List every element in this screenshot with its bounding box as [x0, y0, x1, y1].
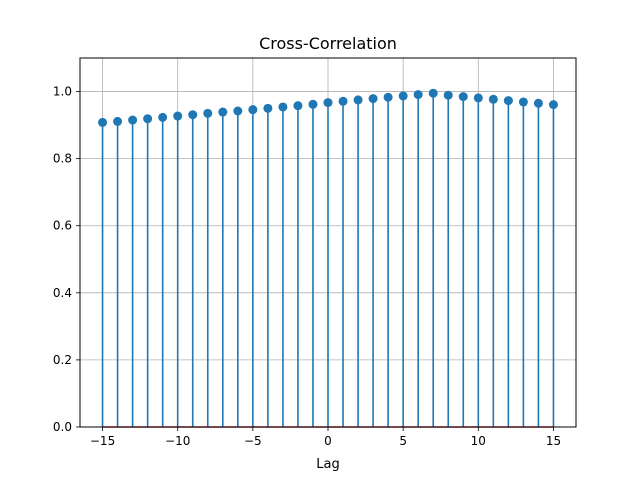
stem-marker: [173, 111, 183, 121]
x-tick-label: −15: [90, 434, 115, 448]
stem-marker: [353, 95, 363, 105]
stem-marker: [398, 91, 408, 101]
y-tick-label: 0.0: [53, 420, 72, 434]
stem-marker: [218, 107, 228, 117]
stem-marker: [383, 92, 393, 102]
stem-marker: [308, 99, 318, 109]
stem-marker: [368, 94, 378, 104]
stem-marker: [548, 100, 558, 110]
x-axis-label: Lag: [316, 457, 339, 472]
stem-marker: [518, 97, 528, 107]
stem-marker: [203, 108, 213, 118]
x-tick-label: 0: [324, 434, 332, 448]
stem-marker: [428, 88, 438, 98]
stem-marker: [248, 105, 258, 115]
stem-marker: [98, 117, 108, 127]
stem-marker: [413, 90, 423, 100]
stem-marker: [113, 116, 123, 126]
stem-marker: [338, 96, 348, 106]
stem-lines: [101, 93, 555, 427]
y-tick-label: 1.0: [53, 85, 72, 99]
stem-marker: [188, 110, 198, 120]
stem-marker: [443, 90, 453, 100]
stem-marker: [233, 106, 243, 116]
chart-title: Cross-Correlation: [259, 34, 397, 53]
stem-marker: [293, 101, 303, 111]
x-tick-label: −10: [165, 434, 190, 448]
stem-markers: [98, 88, 558, 127]
ticks: −15 −10 −5 0 5 10 15 0.0 0.2 0.4 0.6 0.8 1.0: [53, 85, 561, 448]
stem-marker: [533, 98, 543, 108]
stem-marker: [473, 93, 483, 103]
stem-marker: [278, 102, 288, 112]
x-tick-label: 5: [399, 434, 407, 448]
y-tick-label: 0.8: [53, 152, 72, 166]
x-tick-label: 10: [471, 434, 486, 448]
stem-marker: [503, 96, 513, 106]
y-tick-label: 0.2: [53, 353, 72, 367]
y-tick-label: 0.6: [53, 219, 72, 233]
stem-marker: [323, 98, 333, 108]
stem-marker: [263, 103, 273, 113]
stem-marker: [128, 115, 138, 125]
stem-marker: [458, 92, 468, 102]
stem-marker: [143, 114, 153, 124]
x-tick-label: 15: [546, 434, 561, 448]
stem-marker: [158, 112, 168, 122]
y-tick-label: 0.4: [53, 286, 72, 300]
stem-marker: [488, 94, 498, 104]
x-tick-label: −5: [244, 434, 262, 448]
